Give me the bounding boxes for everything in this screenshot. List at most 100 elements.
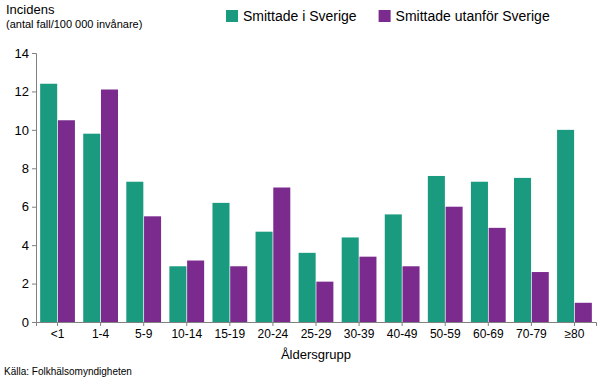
legend: Smittade i Sverige Smittade utanför Sveri… xyxy=(226,8,550,24)
x-tick: 60-69 xyxy=(473,322,504,341)
x-tick-label: 60-69 xyxy=(473,327,504,341)
y-tick: 2 xyxy=(22,276,36,291)
x-tick-mark xyxy=(359,322,360,326)
x-tick-mark xyxy=(316,322,317,326)
bar xyxy=(299,253,316,322)
plot-area: 0 2 4 6 8 10 12 14 <1 1-4 5-9 10-14 15-19 20-24 25-29 3… xyxy=(15,46,597,341)
x-tick: 5-9 xyxy=(135,322,153,341)
bar xyxy=(532,272,549,322)
x-axis-title: Åldersgrupp xyxy=(281,347,351,362)
legend-swatch xyxy=(226,10,238,22)
bar xyxy=(575,303,592,322)
bar xyxy=(489,228,506,322)
x-tick-mark xyxy=(488,322,489,326)
bar xyxy=(557,130,574,322)
y-tick: 6 xyxy=(22,199,36,214)
bar xyxy=(230,266,247,322)
x-tick-label: 10-14 xyxy=(171,327,202,341)
bar xyxy=(471,182,488,322)
y-tick: 8 xyxy=(22,161,36,176)
y-tick: 0 xyxy=(22,315,36,330)
bar xyxy=(256,232,273,322)
bar xyxy=(212,203,229,322)
bar xyxy=(58,120,75,322)
x-tick: 30-39 xyxy=(344,322,375,341)
y-tick-label: 2 xyxy=(22,276,29,291)
bar xyxy=(385,214,402,322)
bar xyxy=(342,237,359,322)
y-tick-label: 14 xyxy=(15,46,29,61)
y-tick-mark xyxy=(32,168,36,169)
bar xyxy=(83,134,100,322)
x-axis-line xyxy=(37,323,597,327)
legend-label: Smittade utanför Sverige xyxy=(396,8,550,24)
bar xyxy=(359,257,376,322)
y-tick-label: 6 xyxy=(22,199,29,214)
bar xyxy=(169,266,186,322)
x-tick: 15-19 xyxy=(214,322,245,341)
x-tick-label: 50-59 xyxy=(430,327,461,341)
x-tick-mark xyxy=(402,322,403,326)
y-tick-mark xyxy=(32,245,36,246)
bar xyxy=(144,216,161,322)
x-tick-label: 30-39 xyxy=(344,327,375,341)
x-tick-label: 70-79 xyxy=(516,327,547,341)
x-tick-mark xyxy=(574,322,575,326)
y-tick-mark xyxy=(32,53,36,54)
y-tick-label: 8 xyxy=(22,161,29,176)
bar xyxy=(126,182,143,322)
bar xyxy=(446,207,463,322)
y-tick-mark xyxy=(32,130,36,131)
bars xyxy=(40,84,592,322)
x-tick: 1-4 xyxy=(92,322,110,341)
bar xyxy=(187,261,204,322)
y-tick-label: 12 xyxy=(15,84,29,99)
x-tick-label: ≥80 xyxy=(564,327,584,341)
source: Källa: Folkhälsomyndigheten xyxy=(4,366,132,377)
x-tick: 20-24 xyxy=(258,322,289,341)
x-tick-label: 5-9 xyxy=(135,327,153,341)
x-tick: <1 xyxy=(51,322,65,341)
y-tick: 10 xyxy=(15,123,36,138)
x-tick: 70-79 xyxy=(516,322,547,341)
y-axis-title: (antal fall/100 000 invånare) xyxy=(6,18,142,30)
bar xyxy=(403,266,420,322)
y-tick-label: 10 xyxy=(15,123,29,138)
x-tick-mark xyxy=(57,322,58,326)
y-tick: 12 xyxy=(15,84,36,99)
y-tick-label: 0 xyxy=(22,315,29,330)
x-tick-mark xyxy=(531,322,532,326)
x-tick-label: 20-24 xyxy=(258,327,289,341)
x-tick-label: 25-29 xyxy=(301,327,332,341)
x-tick-label: 1-4 xyxy=(92,327,110,341)
legend-item: Smittade utanför Sverige xyxy=(379,8,550,24)
y-tick: 14 xyxy=(15,46,36,61)
bar xyxy=(101,90,118,322)
bar xyxy=(428,176,445,322)
x-tick-mark xyxy=(143,322,144,326)
y-tick-label: 4 xyxy=(22,238,29,253)
x-tick-mark xyxy=(100,322,101,326)
chart: 0 2 4 6 8 10 12 14 <1 1-4 5-9 10-14 15-19 20-24 25-29 3… xyxy=(0,0,606,379)
x-tick-mark xyxy=(445,322,446,326)
x-tick-mark xyxy=(229,322,230,326)
x-tick: 10-14 xyxy=(171,322,202,341)
bar xyxy=(514,178,531,322)
y-axis: 0 2 4 6 8 10 12 14 xyxy=(15,46,37,330)
bar xyxy=(273,188,290,323)
x-tick: 50-59 xyxy=(430,322,461,341)
x-tick: 40-49 xyxy=(387,322,418,341)
bar xyxy=(40,84,57,322)
legend-item: Smittade i Sverige xyxy=(226,8,357,24)
y-axis-line xyxy=(32,54,37,323)
y-tick-mark xyxy=(32,284,36,285)
x-tick-mark xyxy=(186,322,187,326)
y-tick: 4 xyxy=(22,238,36,253)
bar xyxy=(316,282,333,322)
x-tick: ≥80 xyxy=(564,322,584,341)
x-tick-label: 40-49 xyxy=(387,327,418,341)
x-tick-label: 15-19 xyxy=(214,327,245,341)
x-tick: 25-29 xyxy=(301,322,332,341)
x-tick-mark xyxy=(272,322,273,326)
legend-label: Smittade i Sverige xyxy=(243,8,357,24)
